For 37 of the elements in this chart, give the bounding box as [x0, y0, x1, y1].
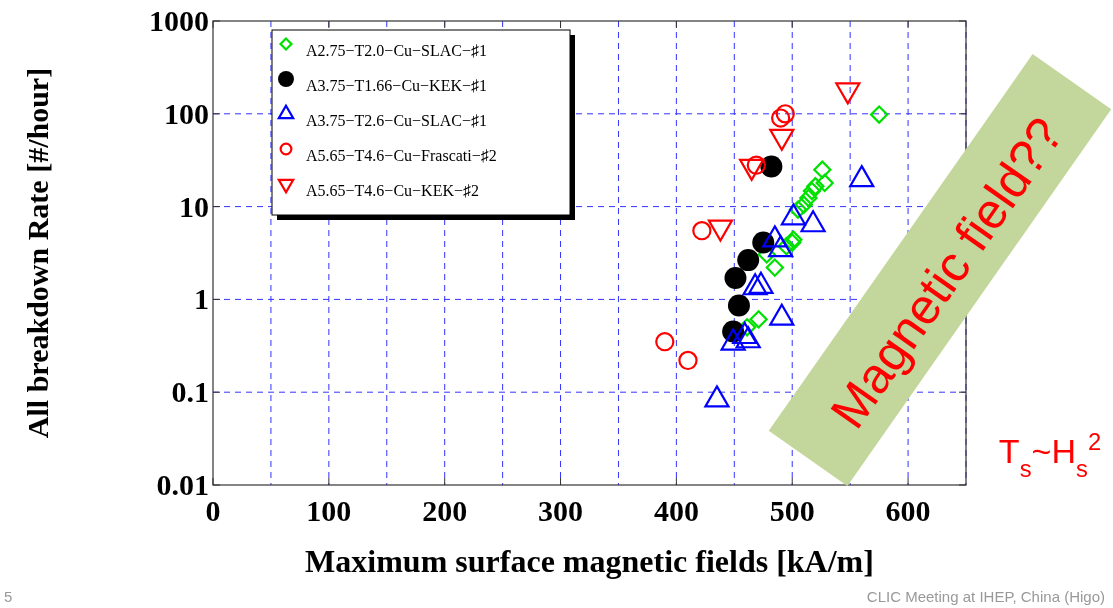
- point: [815, 173, 834, 193]
- point: [806, 177, 825, 196]
- text: 5: [4, 588, 13, 605]
- point: [869, 105, 889, 124]
- y-tick-label: 100: [164, 96, 209, 130]
- x-tick-label: 200: [422, 494, 468, 527]
- point: [724, 267, 747, 289]
- point: [775, 104, 795, 124]
- point: [770, 108, 791, 128]
- y-tick-label: 0.1: [171, 375, 209, 409]
- point: [678, 350, 698, 371]
- x-tick-label: 100: [306, 494, 352, 527]
- legend-label: A3.75−T1.66−Cu−KEK−♯1: [306, 77, 487, 94]
- point: [794, 195, 813, 214]
- legend-label: A3.75−T2.6−Cu−SLAC−♯1: [306, 112, 487, 129]
- x-tick-label: 500: [769, 494, 815, 527]
- y-tick-label: 1: [194, 282, 209, 316]
- point: [692, 221, 712, 241]
- x-axis-title: Maximum surface magnetic fields [kA/m]: [305, 543, 874, 579]
- point: [802, 181, 822, 201]
- legend-label: A2.75−T2.0−Cu−SLAC−♯1: [306, 42, 487, 59]
- legend-label: A5.65−T4.6−Cu−KEK−♯2: [306, 182, 479, 199]
- x-tick-label: 600: [885, 494, 931, 527]
- point: [813, 160, 832, 179]
- legend-label: A5.65−T4.6−Cu−Frascati−♯2: [306, 147, 497, 164]
- point: [655, 332, 675, 352]
- y-tick-label: 10: [179, 189, 209, 223]
- y-tick-label: 1000: [149, 4, 209, 37]
- point: [799, 188, 818, 208]
- x-tick-label: 400: [653, 494, 699, 527]
- point: [737, 249, 760, 272]
- point: [765, 258, 785, 277]
- point: [727, 294, 750, 317]
- point: [749, 310, 768, 329]
- x-tick-label: 300: [538, 494, 584, 527]
- text: CLIC Meeting at IHEP, China (Higo): [866, 588, 1105, 605]
- y-axis-title: All breakdown Rate [#/hour]: [21, 67, 54, 439]
